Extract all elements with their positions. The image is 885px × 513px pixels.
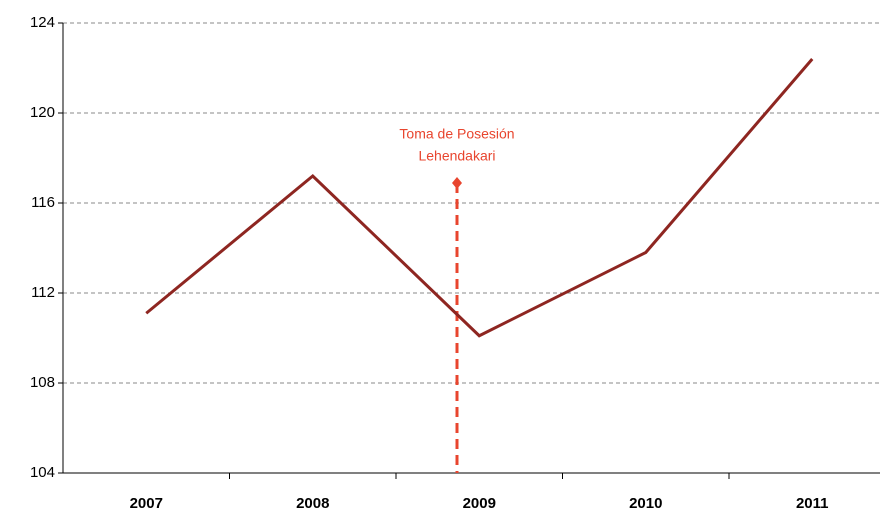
annotation-text: Lehendakari: [418, 148, 495, 164]
y-tick-label: 124: [30, 14, 55, 31]
y-tick-label: 108: [30, 374, 55, 391]
x-tick-label: 2008: [296, 495, 329, 512]
x-tick-label: 2010: [629, 495, 662, 512]
annotation-text: Toma de Posesión: [399, 126, 514, 142]
x-tick-label: 2007: [130, 495, 163, 512]
x-tick-label: 2009: [463, 495, 496, 512]
annotation-marker: [452, 177, 462, 189]
y-tick-label: 116: [31, 194, 55, 211]
y-tick-label: 104: [30, 464, 55, 481]
y-tick-label: 112: [31, 284, 55, 301]
y-tick-label: 120: [30, 104, 55, 121]
x-tick-label: 2011: [796, 495, 829, 512]
line-series: [145, 58, 814, 338]
